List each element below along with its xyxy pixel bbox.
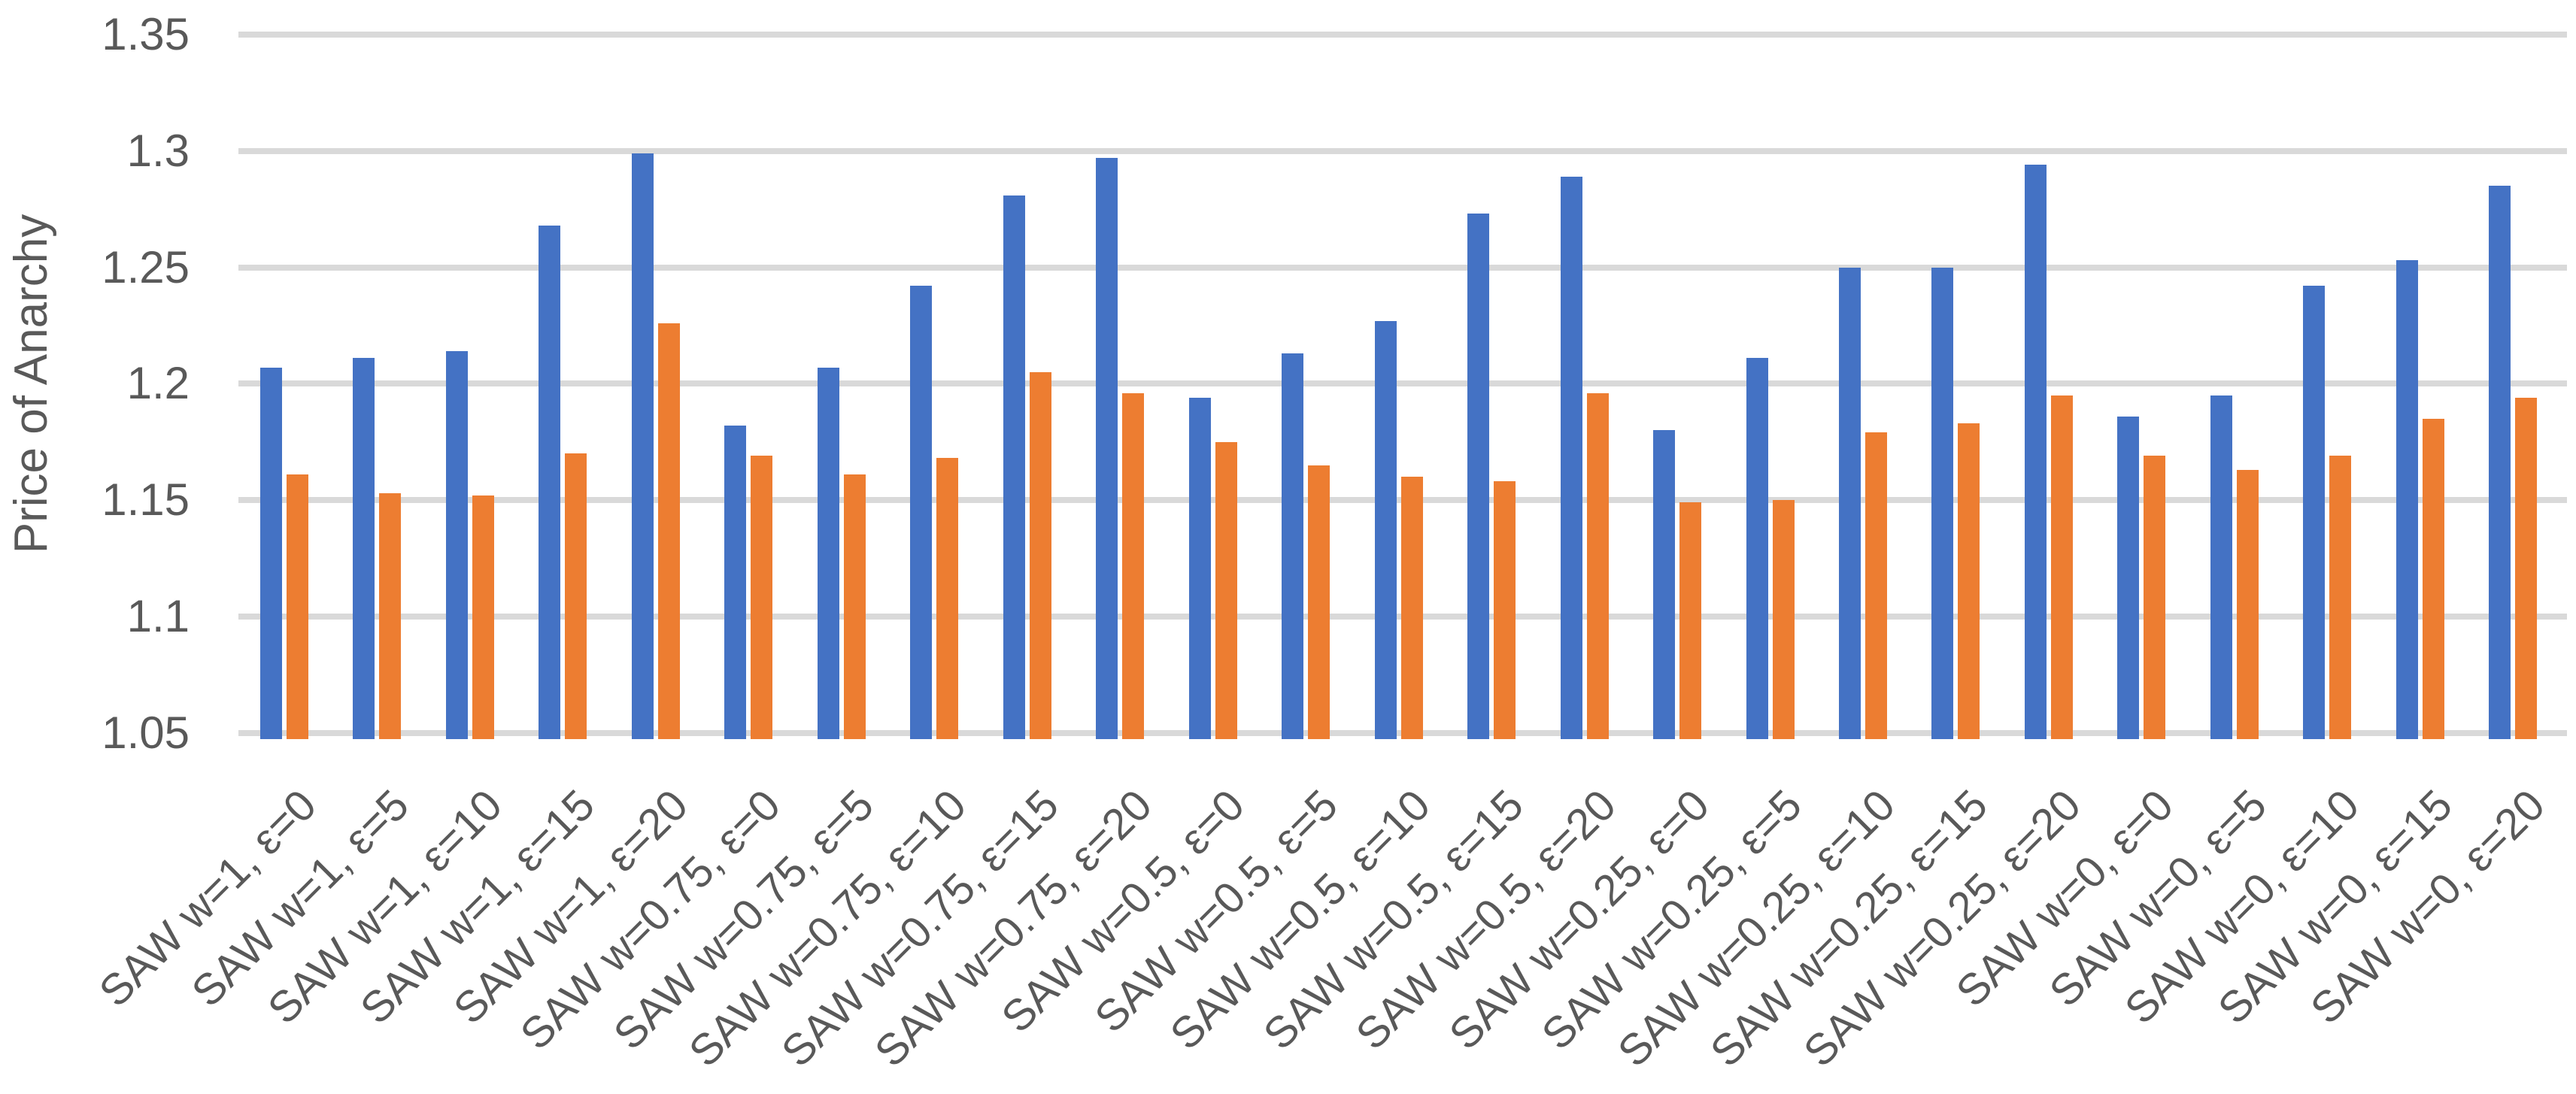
blue-bar (1188, 397, 1211, 739)
y-tick-label: 1.2 (126, 358, 190, 409)
blue-bar (1653, 430, 1676, 739)
blue-bar (353, 358, 375, 739)
blue-bar (260, 367, 282, 739)
orange-bar (1864, 432, 1887, 739)
orange-bar (2050, 395, 2073, 739)
orange-bar (2515, 397, 2538, 739)
blue-bar (1003, 195, 1025, 739)
gridline (238, 147, 2567, 154)
blue-bar (2210, 395, 2232, 739)
blue-bar (2489, 186, 2511, 739)
blue-bar (1467, 214, 1490, 739)
blue-bar (2117, 416, 2140, 739)
orange-bar (1029, 371, 1051, 739)
blue-bar (445, 351, 468, 739)
blue-bar (1838, 267, 1861, 739)
orange-bar (1772, 500, 1795, 739)
blue-bar (1931, 267, 1954, 739)
orange-bar (2422, 418, 2444, 739)
orange-bar (1679, 502, 1702, 739)
plot-area (238, 32, 2567, 739)
blue-bar (1746, 358, 1768, 739)
orange-bar (2144, 456, 2166, 739)
blue-bar (2303, 286, 2326, 739)
orange-bar (1958, 423, 1980, 739)
orange-bar (472, 495, 494, 739)
gridline (238, 32, 2567, 38)
orange-bar (1494, 481, 1516, 739)
orange-bar (1586, 392, 1609, 739)
blue-bar (2024, 165, 2047, 739)
orange-bar (379, 492, 402, 739)
blue-bar (631, 153, 654, 739)
orange-bar (751, 456, 773, 739)
orange-bar (2236, 469, 2259, 739)
orange-bar (657, 323, 680, 739)
orange-bar (936, 458, 959, 739)
orange-bar (1215, 441, 1237, 739)
blue-bar (1282, 353, 1304, 739)
blue-bar (724, 426, 747, 739)
orange-bar (565, 453, 587, 739)
gridline (238, 264, 2567, 271)
blue-bar (910, 286, 933, 739)
orange-bar (1400, 477, 1423, 739)
gridline (238, 380, 2567, 387)
blue-bar (1096, 158, 1118, 739)
blue-bar (817, 367, 839, 739)
orange-bar (287, 474, 308, 739)
y-tick-label: 1.35 (102, 9, 190, 59)
orange-bar (2329, 456, 2352, 739)
y-tick-label: 1.3 (126, 125, 190, 176)
y-tick-label: 1.25 (102, 241, 190, 292)
y-tick-label: 1.1 (126, 591, 190, 641)
y-tick-label: 1.05 (102, 707, 190, 758)
blue-bar (1560, 176, 1582, 739)
blue-bar (539, 225, 561, 739)
y-tick-label: 1.15 (102, 474, 190, 526)
orange-bar (1308, 465, 1330, 739)
blue-bar (2395, 260, 2418, 739)
orange-bar (843, 474, 866, 739)
orange-bar (1122, 392, 1145, 739)
blue-bar (1374, 320, 1397, 739)
